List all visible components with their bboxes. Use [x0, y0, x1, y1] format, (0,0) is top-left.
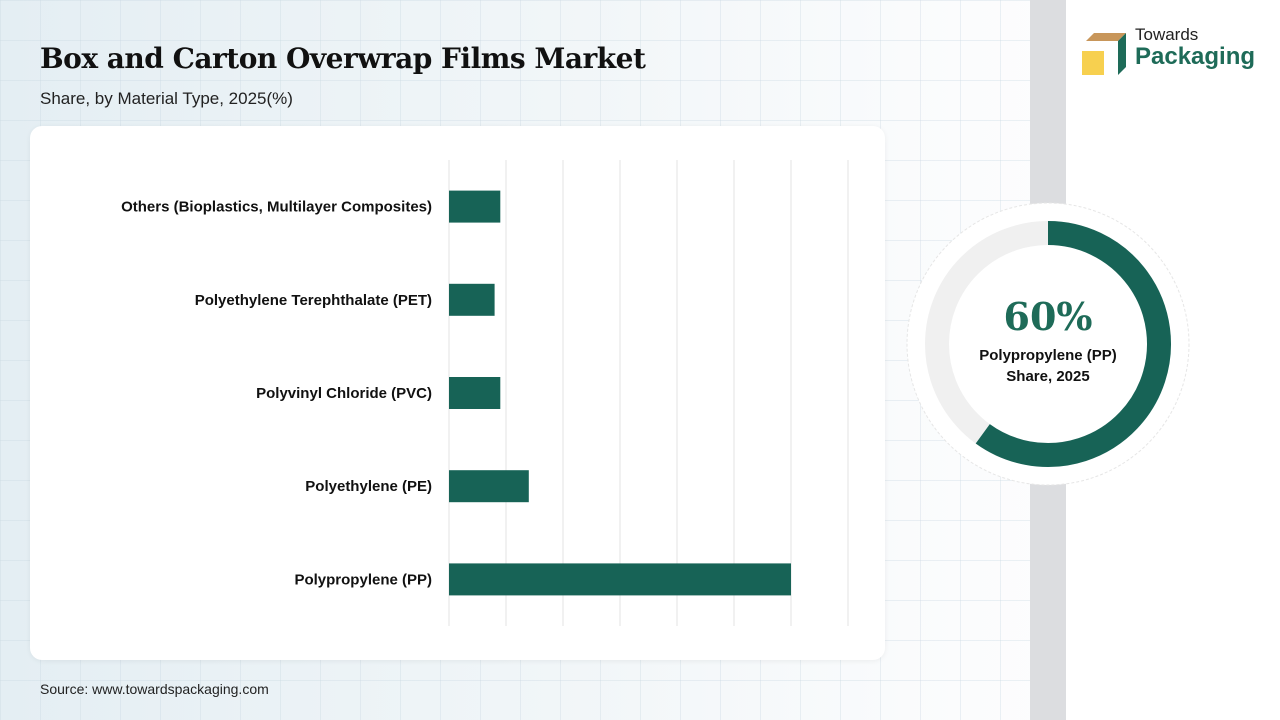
source-note: Source: www.towardspackaging.com	[40, 681, 269, 697]
logo-text-towards: Towards	[1135, 25, 1199, 44]
logo-text-packaging: Packaging	[1135, 43, 1256, 70]
bar-3	[449, 470, 529, 503]
bar-2	[449, 377, 501, 409]
bar-0	[449, 190, 501, 223]
category-label: Others (Bioplastics, Multilayer Composit…	[121, 199, 432, 216]
category-label: Polypropylene (PP)	[294, 571, 432, 588]
donut-value: 60%	[1004, 294, 1093, 339]
chart-title: Box and Carton Overwrap Films Market	[40, 42, 646, 75]
donut-segment-pp	[975, 221, 1171, 467]
bar-4	[449, 563, 791, 596]
category-label: Polyethylene (PE)	[305, 478, 432, 495]
chart-subtitle: Share, by Material Type, 2025(%)	[40, 89, 293, 108]
category-label: Polyethylene Terephthalate (PET)	[195, 292, 432, 309]
box-logo-icon	[1082, 33, 1126, 75]
donut-label: Polypropylene (PP)	[979, 347, 1117, 364]
bar-1	[449, 283, 495, 316]
donut-sublabel: Share, 2025	[1006, 368, 1089, 385]
category-label: Polyvinyl Chloride (PVC)	[256, 385, 432, 402]
donut-outer-ring	[906, 202, 1190, 486]
